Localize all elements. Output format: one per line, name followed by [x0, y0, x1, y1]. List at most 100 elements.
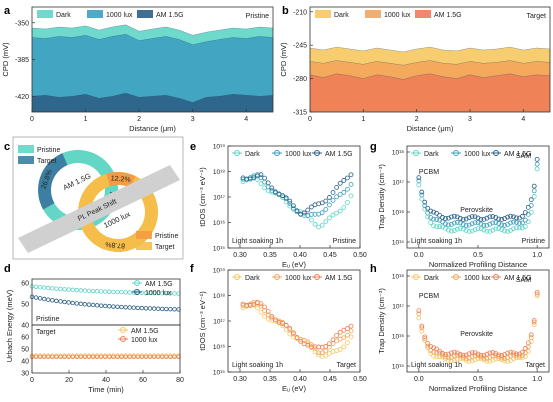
- urbach-point-pristine-0: [50, 286, 55, 291]
- trap-point-g-1: [443, 221, 448, 227]
- legend-a-0: Dark: [56, 12, 71, 19]
- tdos-point-f-2: [287, 325, 293, 331]
- trap-point-h-0: [416, 315, 422, 321]
- trap-point-h-1: [454, 352, 460, 358]
- trap-point-g-2: [472, 214, 478, 220]
- urbach-point-pristine-1: [98, 303, 104, 308]
- annot-pcbm-g: PCBM: [419, 169, 439, 176]
- trap-point-g-2: [525, 204, 531, 210]
- y-axis-label-f: tDOS (cm⁻³ eV⁻¹): [198, 291, 207, 351]
- trap-point-h-1: [481, 355, 487, 361]
- x-axis-label-a: Distance (μm): [129, 124, 176, 133]
- trap-point-h-2: [525, 340, 531, 346]
- tdos-point-e-2: [337, 180, 343, 186]
- pl-shift-band: [18, 165, 180, 253]
- trap-point-h-1: [460, 354, 466, 360]
- urbach-point-pristine-0: [74, 287, 79, 293]
- d-legend-bottom-0-marker: [120, 327, 126, 333]
- trap-point-h-2: [451, 349, 457, 355]
- trap-point-h-0: [419, 328, 425, 334]
- urbach-point-pristine-0: [139, 290, 145, 295]
- urbach-point-target-1: [160, 354, 165, 359]
- trap-point-h-2: [528, 332, 534, 338]
- trap-point-g-0: [496, 226, 502, 231]
- trap-point-h-2: [499, 353, 505, 358]
- d-legend-bottom-1: 1000 lux: [131, 337, 158, 344]
- tdos-point-e-0: [334, 210, 340, 216]
- x-axis-label-b: Distance (μm): [407, 124, 454, 133]
- trap-point-h-2: [446, 351, 451, 357]
- tdos-point-f-2: [344, 326, 350, 331]
- urbach-point-pristine-1: [115, 304, 120, 309]
- trap-point-g-0: [416, 182, 422, 188]
- urbach-point-pristine-0: [115, 289, 120, 295]
- urbach-point-target-1: [119, 354, 124, 359]
- tdos-point-f-2: [258, 301, 264, 307]
- trap-point-g-2: [463, 216, 469, 222]
- c-legend-top-1: Target: [37, 158, 57, 165]
- donut-1000lux-slice-0: [106, 172, 136, 188]
- tdos-point-f-1: [312, 346, 318, 352]
- urbach-point-pristine-1: [70, 300, 75, 306]
- urbach-point-pristine-1: [107, 304, 112, 309]
- d-legend-bottom-1-marker: [120, 336, 126, 342]
- trap-point-h-1: [531, 319, 537, 325]
- legend-b-1: 1000 lux: [384, 12, 411, 19]
- trap-point-h-0: [434, 354, 439, 360]
- legend-a-1-swatch: [87, 10, 103, 18]
- legend-h-1: 1000 lux: [464, 275, 491, 282]
- urbach-point-target-1: [147, 354, 153, 359]
- urbach-point-target-1: [62, 354, 67, 359]
- tdos-point-f-2: [272, 317, 278, 323]
- tdos-point-f-1: [305, 339, 311, 345]
- tdos-point-f-0: [326, 350, 332, 356]
- tdos-point-e-1: [326, 202, 332, 208]
- x-axis-label-f: Eᵤ (eV): [282, 384, 307, 393]
- legend-f-2: AM 1.5G: [325, 275, 353, 282]
- urbach-point-pristine-0: [42, 285, 47, 290]
- urbach-point-pristine-0: [111, 289, 116, 295]
- legend-g-0-marker: [413, 150, 419, 156]
- x-axis-label-e: Eᵤ (eV): [282, 260, 307, 269]
- trap-point-h-2: [428, 344, 434, 349]
- trap-point-h-0: [422, 337, 428, 343]
- trap-point-g-0: [422, 206, 428, 212]
- trap-point-g-1: [522, 217, 528, 223]
- tdos-point-e-0: [337, 208, 343, 214]
- urbach-point-pristine-1: [164, 306, 169, 312]
- panel-label-a: a: [4, 5, 11, 17]
- tdos-point-e-1: [287, 200, 293, 206]
- panel-label-f: f: [190, 263, 194, 275]
- trap-point-h-1: [522, 350, 528, 356]
- urbach-point-target-1: [107, 354, 112, 359]
- y-tick-label-d-top: 50: [21, 302, 29, 309]
- tdos-point-e-0: [326, 215, 332, 221]
- tdos-point-e-2: [330, 190, 336, 195]
- panel-label-e: e: [190, 141, 196, 153]
- y-tick-label-b: -210: [293, 9, 307, 16]
- urbach-point-pristine-1: [33, 295, 39, 300]
- legend-e-2-marker: [314, 150, 320, 156]
- y-tick-label-g: 10¹⁶: [392, 210, 404, 217]
- x-tick-label-d: 20: [65, 377, 73, 384]
- tdos-point-e-2: [251, 175, 257, 181]
- tdos-point-f-0: [344, 340, 350, 345]
- urbach-point-target-1: [139, 354, 145, 359]
- trap-point-g-2: [505, 214, 510, 220]
- trap-point-g-2: [469, 214, 475, 220]
- urbach-point-target-1: [37, 354, 43, 359]
- trap-point-h-2: [514, 351, 519, 357]
- tdos-point-f-1: [319, 350, 325, 356]
- tdos-point-e-1: [319, 210, 325, 216]
- trap-point-h-2: [431, 345, 437, 351]
- y-axis-label-h: Trap Density (cm⁻³): [377, 288, 386, 354]
- urbach-point-target-1: [90, 354, 96, 359]
- trap-point-g-2: [484, 215, 490, 221]
- trap-point-g-2: [481, 216, 487, 222]
- trap-point-g-1: [519, 220, 525, 226]
- tdos-point-f-2: [337, 329, 343, 335]
- tdos-point-f-0: [323, 353, 329, 359]
- legend-e-1: 1000 lux: [285, 151, 312, 158]
- y-axis-label-e: tDOS (cm⁻³ eV⁻¹): [198, 167, 207, 227]
